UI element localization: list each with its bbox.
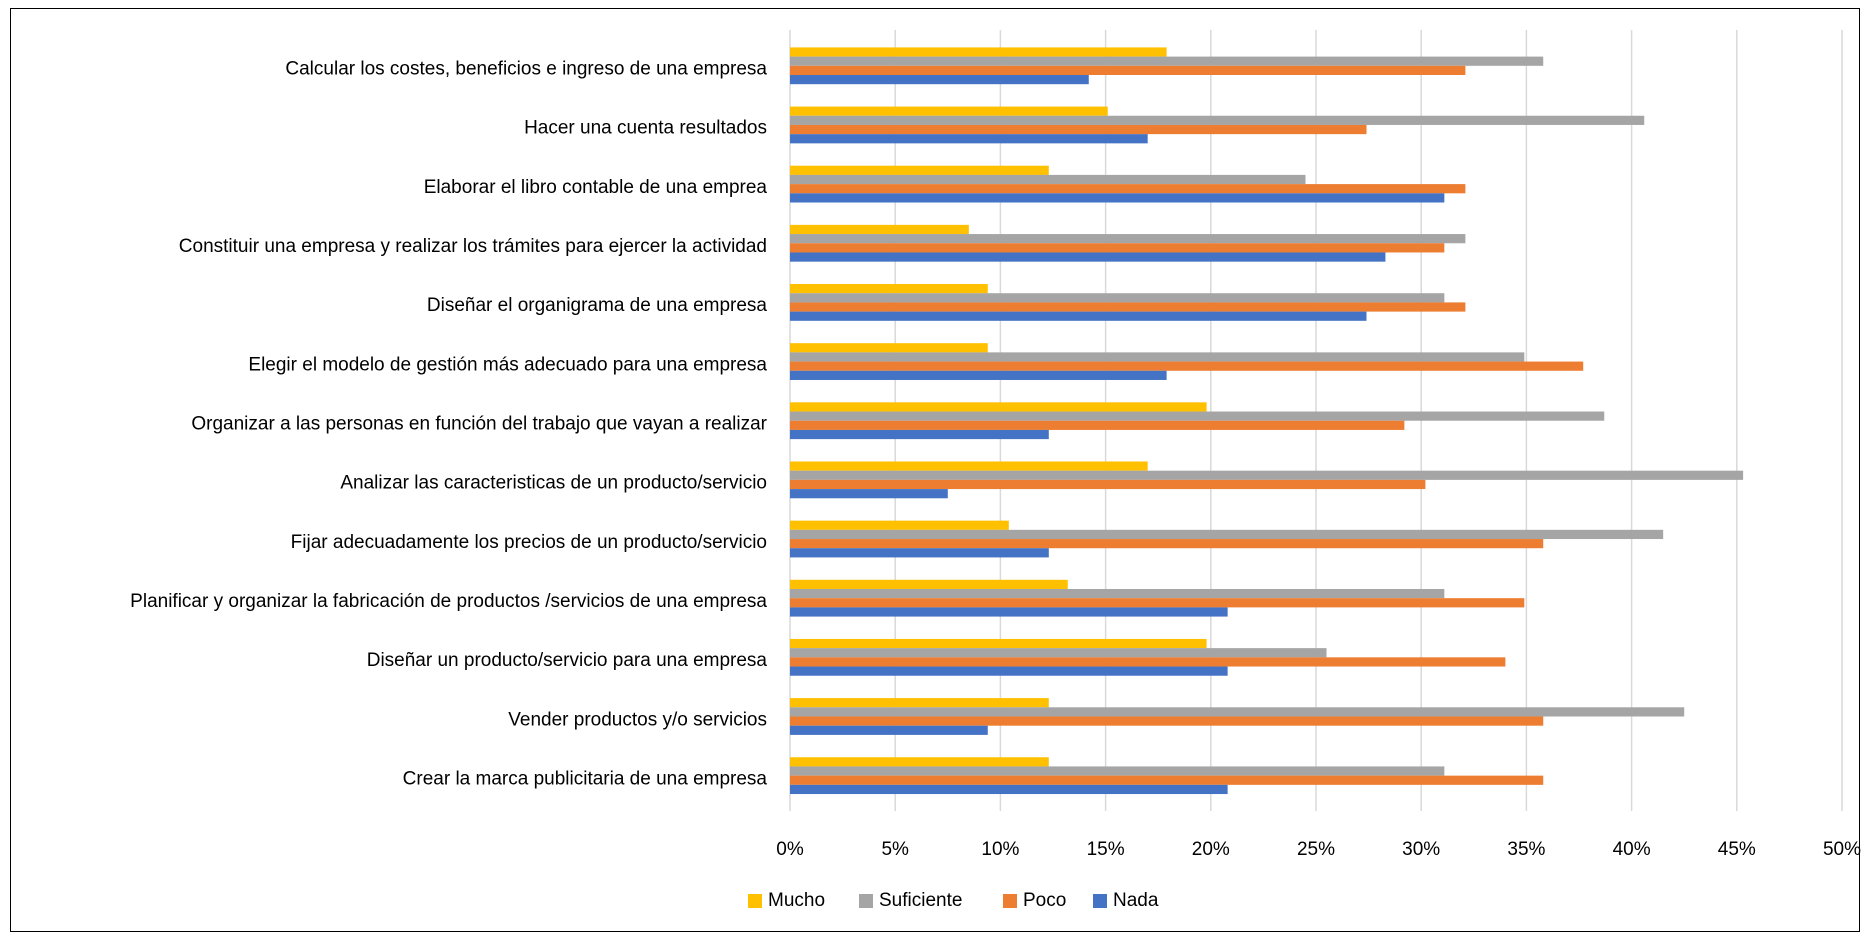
bar-poco-1 bbox=[790, 65, 1466, 75]
category-label: Elaborar el libro contable de una emprea bbox=[424, 177, 768, 198]
bar-nada-5 bbox=[790, 311, 1367, 321]
x-tick-label: 20% bbox=[1192, 839, 1230, 860]
category-label: Diseñar el organigrama de una empresa bbox=[427, 295, 768, 316]
x-tick-label: 50% bbox=[1823, 839, 1861, 860]
bar-suficiente-12 bbox=[790, 707, 1685, 717]
bars bbox=[790, 47, 1744, 795]
bar-suficiente-2 bbox=[790, 115, 1645, 125]
bar-poco-2 bbox=[790, 124, 1367, 135]
legend: Mucho Suficiente Poco Nada bbox=[748, 890, 1159, 911]
bar-suficiente-13 bbox=[790, 766, 1445, 776]
bar-suficiente-3 bbox=[790, 174, 1306, 185]
x-tick-label: 40% bbox=[1613, 839, 1651, 860]
legend-label-mucho: Mucho bbox=[768, 890, 825, 911]
bar-mucho-1 bbox=[790, 47, 1167, 57]
bar-mucho-13 bbox=[790, 757, 1049, 767]
legend-label-suficiente: Suficiente bbox=[879, 890, 962, 911]
bar-suficiente-4 bbox=[790, 234, 1466, 244]
bar-suficiente-10 bbox=[790, 588, 1445, 599]
x-tick-label: 35% bbox=[1507, 839, 1545, 860]
bar-suficiente-5 bbox=[790, 293, 1445, 303]
legend-swatch-mucho bbox=[748, 894, 762, 908]
bar-nada-10 bbox=[790, 607, 1228, 617]
bar-nada-4 bbox=[790, 252, 1386, 262]
category-label: Planificar y organizar la fabricación de… bbox=[130, 591, 767, 612]
bar-poco-4 bbox=[790, 243, 1445, 253]
bar-poco-5 bbox=[790, 302, 1466, 312]
legend-label-poco: Poco bbox=[1023, 890, 1066, 911]
category-label: Diseñar un producto/servicio para una em… bbox=[367, 650, 768, 671]
x-tick-label: 15% bbox=[1087, 839, 1125, 860]
bar-mucho-10 bbox=[790, 579, 1068, 589]
bar-poco-8 bbox=[790, 479, 1426, 490]
bar-nada-11 bbox=[790, 666, 1228, 676]
category-label: Organizar a las personas en función del … bbox=[191, 414, 767, 435]
legend-swatch-poco bbox=[1003, 894, 1017, 908]
bar-poco-12 bbox=[790, 716, 1544, 726]
x-tick-label: 25% bbox=[1297, 839, 1335, 860]
bar-suficiente-6 bbox=[790, 352, 1525, 362]
category-label: Hacer una cuenta resultados bbox=[524, 118, 767, 139]
x-tick-label: 0% bbox=[776, 839, 804, 860]
category-label: Vender productos y/o servicios bbox=[508, 709, 767, 730]
category-label: Crear la marca publicitaria de una empre… bbox=[403, 768, 768, 789]
bar-nada-1 bbox=[790, 75, 1089, 85]
category-label: Analizar las caracteristicas de un produ… bbox=[340, 473, 767, 494]
bar-nada-6 bbox=[790, 370, 1167, 380]
bar-mucho-2 bbox=[790, 106, 1108, 116]
bar-suficiente-7 bbox=[790, 411, 1605, 421]
legend-swatch-nada bbox=[1093, 894, 1107, 908]
bar-suficiente-8 bbox=[790, 470, 1744, 480]
bar-nada-8 bbox=[790, 489, 948, 499]
category-label: Elegir el modelo de gestión más adecuado… bbox=[248, 354, 767, 375]
bar-poco-10 bbox=[790, 598, 1525, 608]
bar-mucho-12 bbox=[790, 698, 1049, 708]
bar-nada-7 bbox=[790, 429, 1049, 440]
bar-poco-7 bbox=[790, 420, 1405, 430]
bar-mucho-3 bbox=[790, 165, 1049, 175]
bar-mucho-8 bbox=[790, 461, 1148, 471]
x-tick-label: 10% bbox=[981, 839, 1019, 860]
bar-poco-6 bbox=[790, 361, 1584, 371]
bar-poco-11 bbox=[790, 657, 1506, 667]
bar-nada-2 bbox=[790, 134, 1148, 144]
x-axis-tick-labels: 0% 5% 10% 15% 20% 25% 30% 35% 40% 45% 50% bbox=[776, 839, 1861, 860]
bar-poco-9 bbox=[790, 539, 1544, 549]
bar-mucho-6 bbox=[790, 343, 988, 353]
bar-nada-3 bbox=[790, 193, 1445, 203]
category-label: Fijar adecuadamente los precios de un pr… bbox=[291, 532, 767, 553]
category-labels: Calcular los costes, beneficios e ingres… bbox=[130, 59, 767, 790]
bar-suficiente-9 bbox=[790, 529, 1664, 540]
bar-mucho-5 bbox=[790, 284, 988, 294]
x-tick-label: 30% bbox=[1402, 839, 1440, 860]
bar-nada-13 bbox=[790, 784, 1228, 795]
x-tick-label: 45% bbox=[1718, 839, 1756, 860]
legend-swatch-suficiente bbox=[859, 894, 873, 908]
category-label: Calcular los costes, beneficios e ingres… bbox=[285, 59, 767, 80]
bar-poco-13 bbox=[790, 775, 1544, 785]
bar-mucho-9 bbox=[790, 520, 1009, 530]
bar-suficiente-1 bbox=[790, 56, 1544, 66]
bar-mucho-7 bbox=[790, 402, 1207, 412]
bar-nada-12 bbox=[790, 725, 988, 735]
bar-mucho-11 bbox=[790, 638, 1207, 649]
bar-nada-9 bbox=[790, 548, 1049, 558]
gridlines bbox=[789, 30, 1843, 811]
x-tick-label: 5% bbox=[881, 839, 909, 860]
bar-suficiente-11 bbox=[790, 648, 1327, 658]
legend-label-nada: Nada bbox=[1113, 890, 1159, 911]
bar-mucho-4 bbox=[790, 224, 969, 235]
category-label: Constituir una empresa y realizar los tr… bbox=[179, 236, 767, 257]
bar-poco-3 bbox=[790, 184, 1466, 194]
